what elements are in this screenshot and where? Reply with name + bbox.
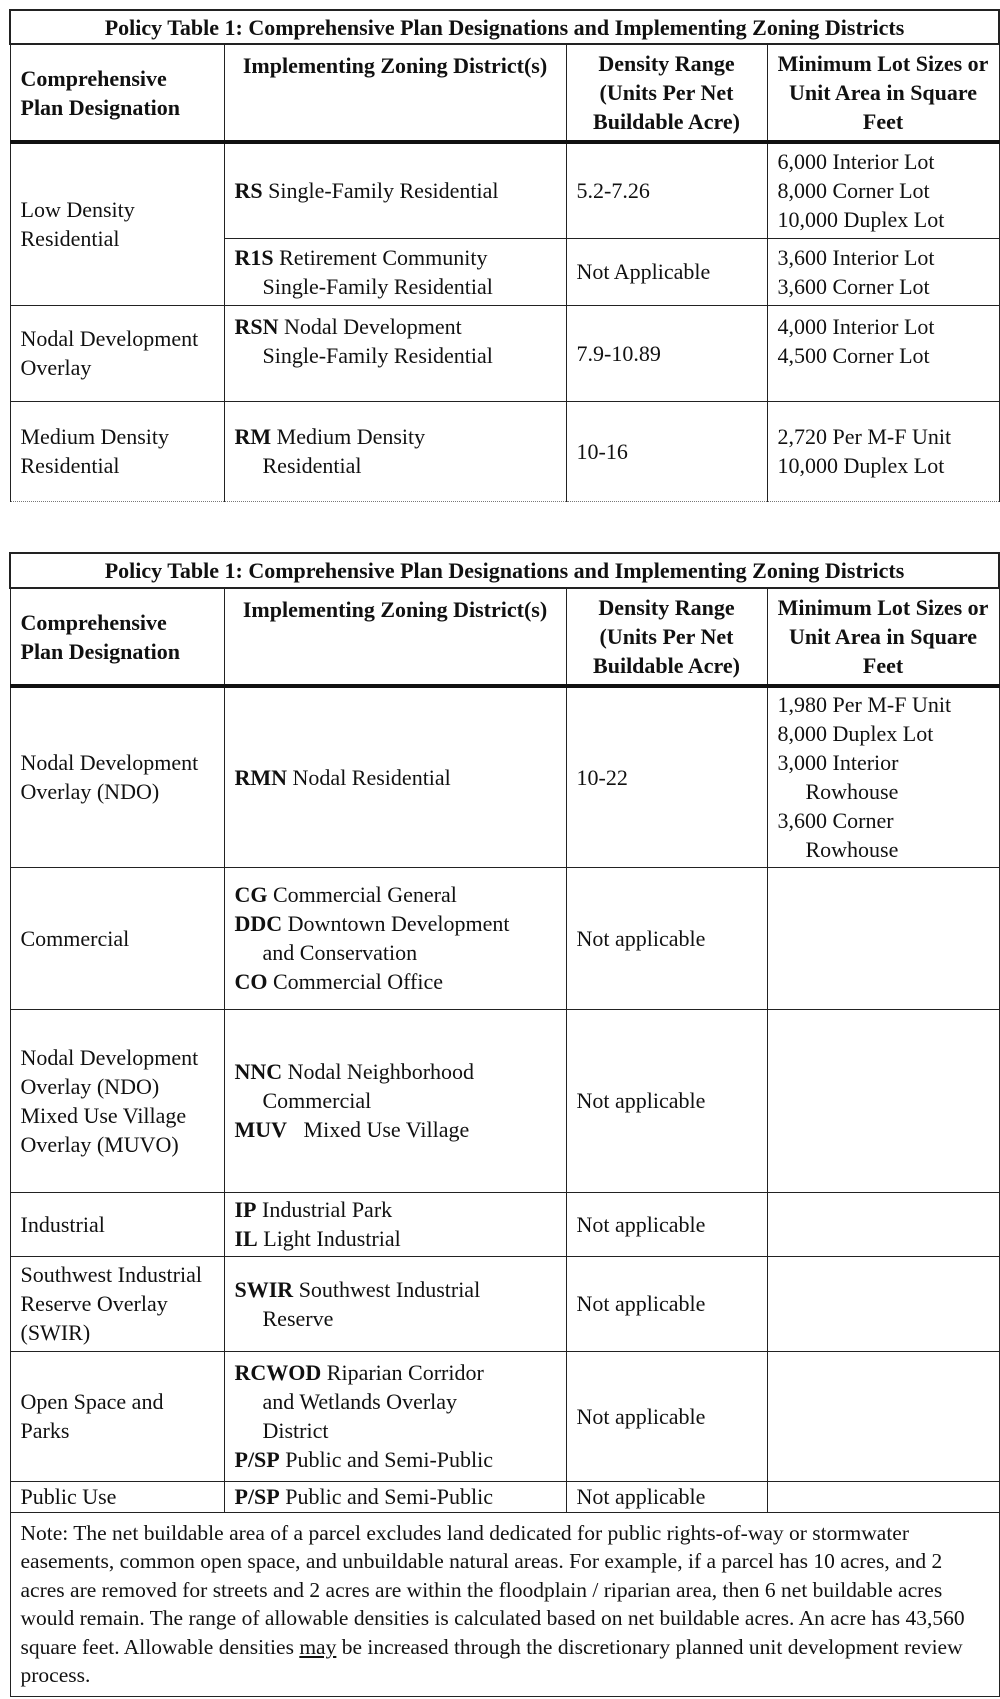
lot-size-cell: 3,600 Interior Lot 3,600 Corner Lot: [766, 237, 1000, 306]
density-cell: Not applicable: [565, 866, 768, 1010]
header-density: Density Range (Units Per Net Buildable A…: [565, 43, 768, 144]
table-title: Policy Table 1: Comprehensive Plan Desig…: [8, 552, 1000, 589]
district-cell: RS Single-Family Residential: [223, 141, 567, 239]
header-designation: Comprehensive Plan Designation: [9, 43, 225, 144]
density-cell: Not Applicable: [565, 237, 768, 306]
table-row: Commercial CG Commercial General DDC Down…: [9, 866, 1000, 1010]
designation-cell: Industrial: [9, 1191, 225, 1257]
density-cell: Not applicable: [565, 1480, 768, 1513]
density-cell: Not applicable: [565, 1191, 768, 1257]
header-lot-size: Minimum Lot Sizes or Unit Area in Square…: [766, 587, 1000, 688]
table-row: Industrial IP Industrial Park IL Light In…: [9, 1191, 1000, 1257]
density-cell: Not applicable: [565, 1350, 768, 1482]
density-cell: 5.2-7.26: [565, 141, 768, 239]
lot-size-cell: [766, 1255, 1000, 1352]
lot-size-cell: 4,000 Interior Lot 4,500 Corner Lot: [766, 304, 1000, 402]
table-title: Policy Table 1: Comprehensive Plan Desig…: [8, 9, 1000, 45]
table-row: Public Use P/SP Public and Semi-Public N…: [9, 1480, 1000, 1513]
table-note: Note: The net buildable area of a parcel…: [9, 1511, 1000, 1697]
table-row: Open Space and Parks RCWOD Riparian Corr…: [9, 1350, 1000, 1482]
designation-cell: Commercial: [9, 866, 225, 1010]
table-row: R1S Retirement Community Single-Family Re…: [10, 237, 1000, 306]
lot-size-cell: 6,000 Interior Lot 8,000 Corner Lot 10,000…: [766, 141, 1000, 239]
district-cell: P/SP Public and Semi-Public: [223, 1480, 567, 1513]
density-cell: 10-22: [565, 685, 768, 868]
designation-cell: Low Density Residential: [9, 141, 225, 306]
policy-table-1-part-1: Policy Table 1: Comprehensive Plan Desig…: [8, 9, 1000, 502]
district-cell: RCWOD Riparian Corridor and Wetlands Over…: [223, 1350, 567, 1482]
district-cell: RM Medium Density Residential: [223, 400, 567, 502]
header-density: Density Range (Units Per Net Buildable A…: [565, 587, 768, 688]
designation-cell: Open Space and Parks: [9, 1350, 225, 1482]
district-cell: R1S Retirement Community Single-Family Re…: [223, 237, 567, 306]
lot-size-cell: [766, 1191, 1000, 1257]
district-cell: RMN Nodal Residential: [223, 685, 567, 868]
lot-size-cell: 1,980 Per M-F Unit 8,000 Duplex Lot 3,000 …: [766, 685, 1000, 868]
district-cell: RSN Nodal Development Single-Family Resid…: [223, 304, 567, 402]
table-row: Nodal Development Overlay (NDO) Mixed Us…: [9, 1008, 1000, 1193]
header-districts: Implementing Zoning District(s): [223, 43, 567, 144]
header-districts: Implementing Zoning District(s): [223, 587, 567, 688]
district-cell: SWIR Southwest Industrial Reserve: [223, 1255, 567, 1352]
header-designation: Comprehensive Plan Designation: [9, 587, 225, 688]
table-row: Low Density Residential RS Single-Family…: [9, 141, 1000, 306]
designation-cell: Medium Density Residential: [9, 400, 225, 502]
designation-cell: Nodal Development Overlay (NDO) Mixed Us…: [9, 1008, 225, 1193]
lot-size-cell: [766, 866, 1000, 1010]
density-cell: Not applicable: [565, 1255, 768, 1352]
lot-size-cell: [766, 1350, 1000, 1482]
density-cell: 7.9-10.89: [565, 304, 768, 402]
district-cell: CG Commercial General DDC Downtown Develo…: [223, 866, 567, 1010]
table-row: Nodal Development Overlay (NDO) RMN Noda…: [9, 685, 1000, 868]
designation-cell: Southwest Industrial Reserve Overlay (SW…: [9, 1255, 225, 1352]
district-cell: NNC Nodal Neighborhood Commercial MUV Mixe…: [223, 1008, 567, 1193]
table-row: Nodal Development Overlay RSN Nodal Deve…: [9, 304, 1000, 402]
designation-cell: Public Use: [9, 1480, 225, 1513]
header-lot-size: Minimum Lot Sizes or Unit Area in Square…: [766, 43, 1000, 144]
policy-table-1-part-2: Policy Table 1: Comprehensive Plan Desig…: [8, 552, 1000, 1697]
district-cell: IP Industrial Park IL Light Industrial: [223, 1191, 567, 1257]
table-row: Medium Density Residential RM Medium Den…: [9, 400, 1000, 502]
density-cell: 10-16: [565, 400, 768, 502]
lot-size-cell: [766, 1480, 1000, 1513]
designation-cell: Nodal Development Overlay: [9, 304, 225, 402]
lot-size-cell: [766, 1008, 1000, 1193]
designation-cell: Nodal Development Overlay (NDO): [9, 685, 225, 868]
table-row: Southwest Industrial Reserve Overlay (SW…: [9, 1255, 1000, 1352]
density-cell: Not applicable: [565, 1008, 768, 1193]
lot-size-cell: 2,720 Per M-F Unit 10,000 Duplex Lot: [766, 400, 1000, 502]
